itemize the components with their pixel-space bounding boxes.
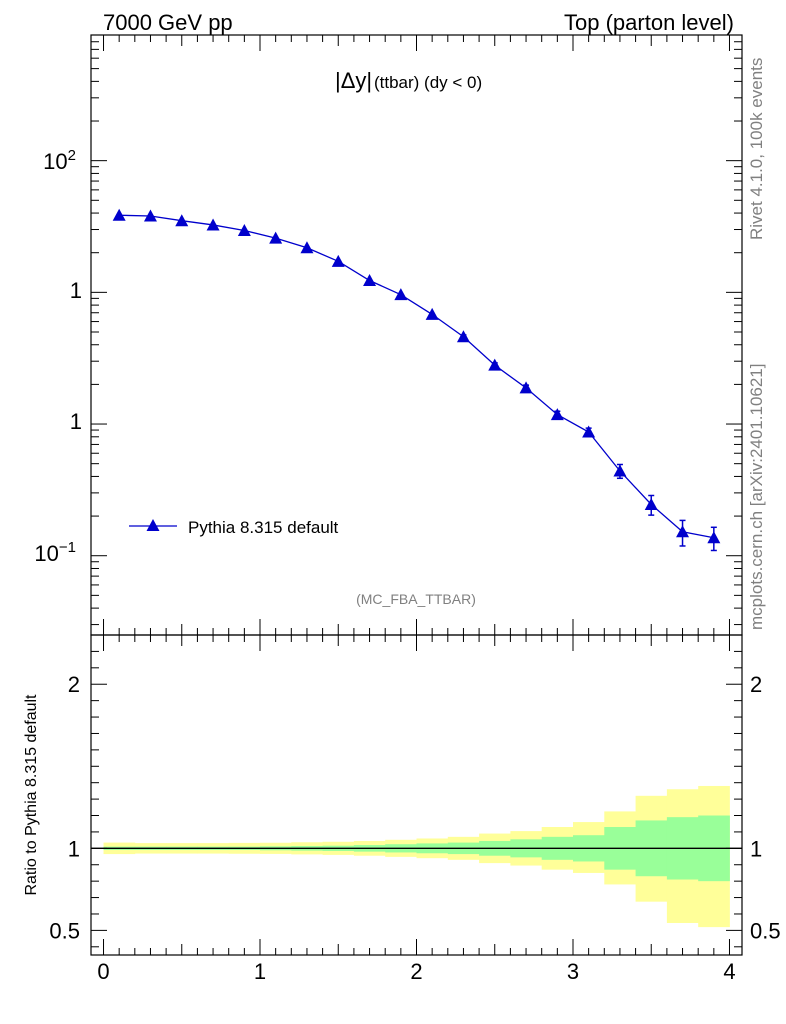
data-point <box>237 223 251 236</box>
main-axis-ticks <box>91 34 742 635</box>
y-tick-label-one: 1 <box>70 409 82 434</box>
x-tick-label: 2 <box>410 959 422 984</box>
data-point <box>175 214 189 227</box>
ratio-y-tick-label-right: 0.5 <box>750 918 781 943</box>
data-point <box>143 209 157 222</box>
main-frame <box>90 34 743 636</box>
data-point <box>300 241 314 254</box>
ratio-y-tick-label: 0.5 <box>49 918 80 943</box>
y-tick-exponent-0.1: −1 <box>59 539 76 556</box>
data-point <box>425 307 439 320</box>
title-sub: (ttbar) (dy < 0) <box>374 73 482 92</box>
legend-label: Pythia 8.315 default <box>188 518 339 537</box>
x-tick-label: 4 <box>723 959 735 984</box>
y-tick-label-10: 1 <box>70 278 82 303</box>
main-panel: 102 1 1 1 1 10−1 |Δy| (ttbar) (dy < 0) P… <box>34 34 743 636</box>
header-left: 7000 GeV pp <box>103 10 233 35</box>
data-point <box>707 531 721 544</box>
x-tick-label: 3 <box>567 959 579 984</box>
title-main: |Δy| <box>335 68 372 93</box>
ratio-bands <box>103 785 730 928</box>
ratio-ylabel: Ratio to Pythia 8.315 default <box>23 694 40 896</box>
ratio-y-tick-label-right: 1 <box>750 836 762 861</box>
x-tick-label: 0 <box>97 959 109 984</box>
y-tick-label-100: 102 <box>43 147 76 174</box>
data-point <box>644 497 658 510</box>
x-tick-labels: 0 1 2 3 4 <box>97 959 735 984</box>
data-point <box>613 464 627 477</box>
mcplots-label: mcplots.cern.ch [arXiv:2401.10621] <box>747 364 766 630</box>
analysis-label: (MC_FBA_TTBAR) <box>356 591 476 607</box>
series-pythia <box>112 208 721 552</box>
x-tick-label: 1 <box>254 959 266 984</box>
data-point <box>112 208 126 221</box>
y-tick-label-0.1: 10−1 <box>34 539 76 566</box>
header-right: Top (parton level) <box>564 10 734 35</box>
main-y-tick-labels: 102 1 1 1 1 10−1 <box>34 147 82 566</box>
data-point <box>394 288 408 301</box>
y-tick-exponent-100: 2 <box>68 147 76 164</box>
ratio-y-tick-label-right: 2 <box>750 672 762 697</box>
ratio-axis-ticks <box>91 634 742 955</box>
series-line <box>119 214 714 539</box>
legend-marker <box>146 519 160 531</box>
data-point <box>206 218 220 231</box>
legend: Pythia 8.315 default <box>129 518 339 537</box>
data-point <box>269 231 283 244</box>
data-point <box>550 408 564 421</box>
data-point <box>331 254 345 267</box>
ratio-y-tick-label: 1 <box>68 836 80 861</box>
data-point <box>519 381 533 394</box>
data-point <box>582 425 596 438</box>
data-point <box>676 525 690 538</box>
data-point <box>488 358 502 371</box>
ratio-tick-labels: 0.5 0.5 1 1 2 2 <box>49 672 780 943</box>
ratio-panel: 0.5 0.5 1 1 2 2 Ratio to Pythia 8.315 default… <box>23 634 781 984</box>
data-point <box>456 330 470 343</box>
main-title: |Δy| (ttbar) (dy < 0) <box>335 68 482 93</box>
ratio-frame <box>90 634 743 956</box>
rivet-label: Rivet 4.1.0, 100k events <box>747 58 766 240</box>
data-point <box>363 274 377 287</box>
ratio-y-tick-label: 2 <box>68 672 80 697</box>
